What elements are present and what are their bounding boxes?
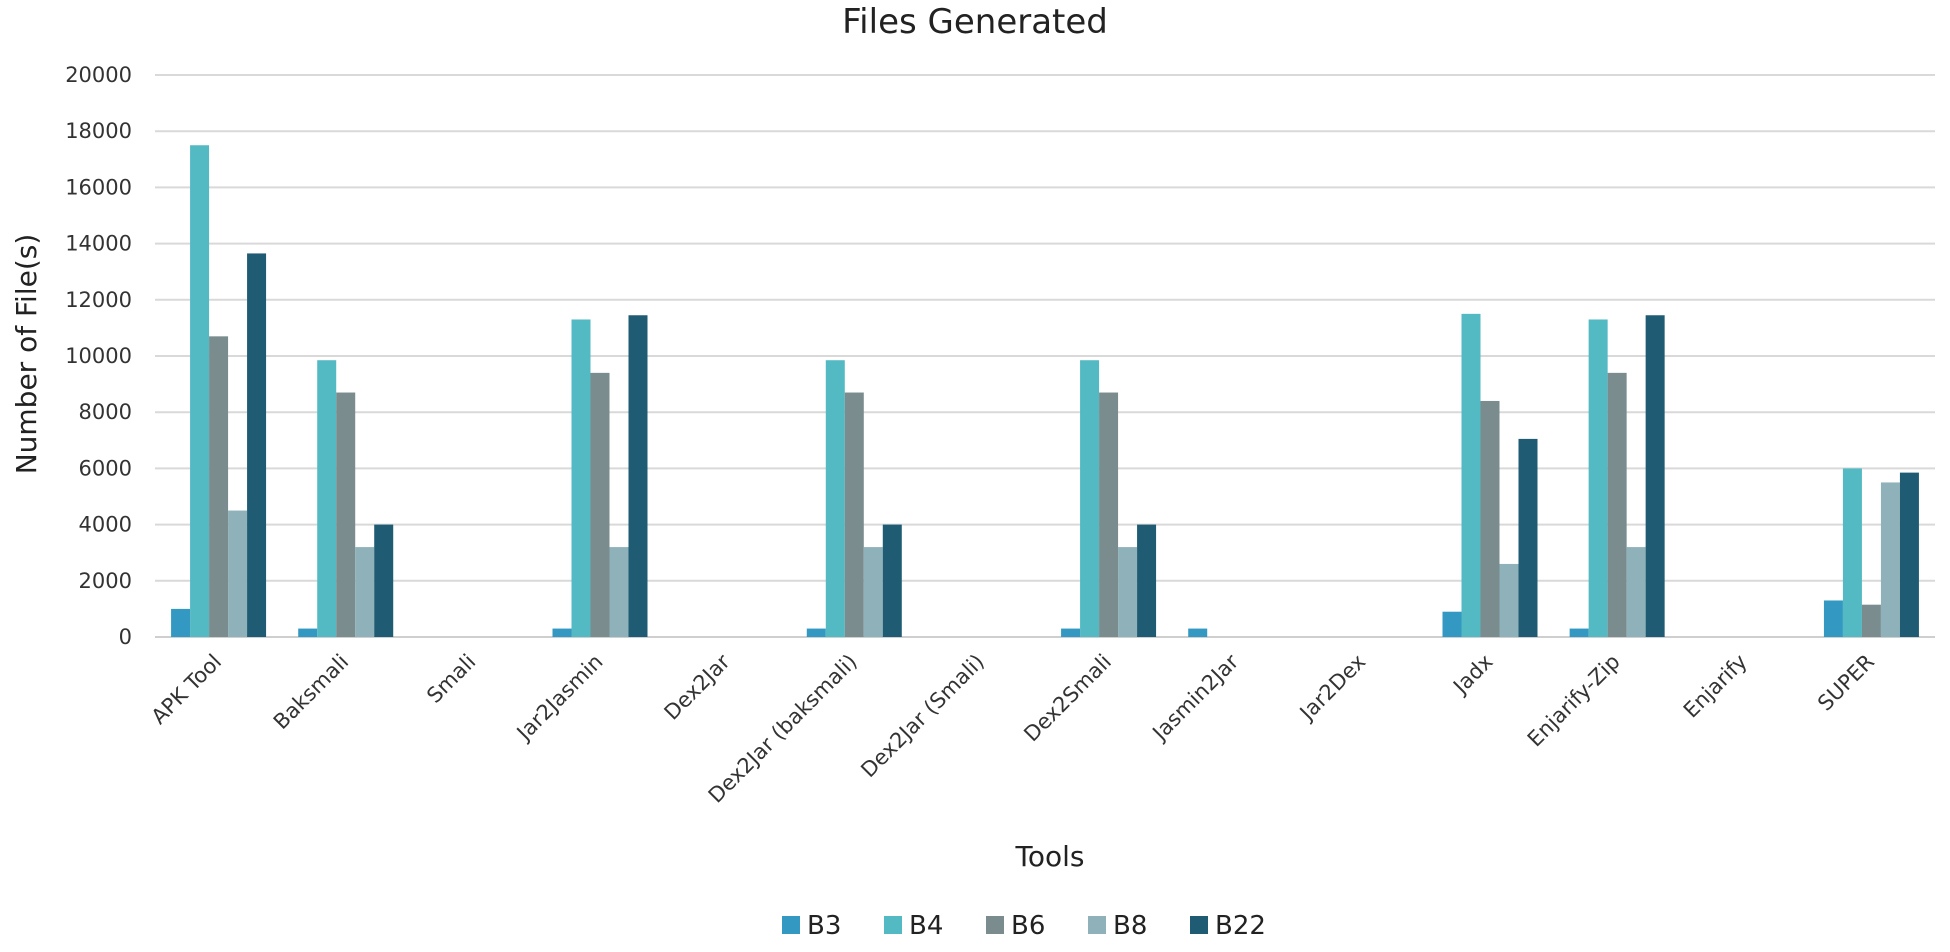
- bar-b3: [1188, 628, 1208, 637]
- bar-b8: [1118, 547, 1138, 637]
- y-tick-label: 4000: [79, 513, 132, 537]
- bar-b6: [844, 392, 864, 637]
- x-tick-label: Baksmali: [269, 650, 353, 734]
- bar-b8: [1499, 563, 1519, 637]
- legend-label: B8: [1113, 911, 1147, 941]
- bar-b22: [1518, 438, 1538, 637]
- y-tick-label: 6000: [79, 456, 132, 480]
- legend-label: B4: [909, 911, 943, 941]
- bar-b8: [355, 547, 375, 637]
- bar-b6: [1607, 372, 1627, 637]
- bar-b6: [336, 392, 356, 637]
- bar-b6: [590, 372, 610, 637]
- y-tick-label: 16000: [65, 175, 132, 199]
- bar-b6: [1099, 392, 1119, 637]
- x-tick-label: Jar2Dex: [1294, 650, 1371, 727]
- legend-swatch-b4: [884, 916, 902, 934]
- legend: B3 B4 B6 B8 B22: [782, 911, 1266, 941]
- x-tick-label: Dex2Jar: [660, 649, 735, 724]
- y-tick-label: 20000: [65, 63, 132, 87]
- x-tick-label: SUPER: [1813, 650, 1879, 716]
- bar-b3: [298, 628, 318, 637]
- y-tick-label: 10000: [65, 344, 132, 368]
- bar-b6: [1480, 400, 1500, 637]
- bar-b22: [374, 524, 394, 637]
- chart-title: Files Generated: [842, 2, 1108, 42]
- bar-b8: [863, 547, 883, 637]
- bar-b4: [317, 360, 337, 637]
- x-axis-title: Tools: [1015, 840, 1085, 873]
- y-axis-ticks: 0 2000 4000 6000 8000 10000 12000 14000 16000 180…: [65, 63, 132, 649]
- bar-b4: [1842, 468, 1862, 637]
- bar-b22: [247, 253, 267, 637]
- bar-b3: [1569, 628, 1589, 637]
- x-tick-label: Jar2Jasmin: [511, 650, 608, 747]
- x-tick-label: Jasmin2Jar: [1147, 649, 1244, 746]
- y-tick-label: 8000: [79, 400, 132, 424]
- bar-b22: [1899, 472, 1919, 637]
- bar-b8: [1626, 547, 1646, 637]
- bar-b4: [1588, 319, 1608, 637]
- bar-b3: [552, 628, 572, 637]
- bar-b22: [882, 524, 902, 637]
- legend-swatch-b22: [1190, 916, 1208, 934]
- legend-label: B3: [807, 911, 841, 941]
- x-tick-label: Enjarify-Zip: [1523, 650, 1625, 752]
- x-tick-label: Smali: [422, 650, 480, 708]
- legend-swatch-b8: [1088, 916, 1106, 934]
- y-tick-label: 18000: [65, 119, 132, 143]
- bar-b4: [190, 145, 210, 637]
- y-tick-label: 14000: [65, 232, 132, 256]
- bar-b4: [1080, 360, 1100, 637]
- x-tick-label: Dex2Smali: [1019, 650, 1116, 747]
- y-tick-label: 2000: [79, 569, 132, 593]
- bar-b22: [1645, 315, 1665, 637]
- bar-b3: [1823, 600, 1843, 637]
- bar-b4: [825, 360, 845, 637]
- bar-b3: [1061, 628, 1081, 637]
- x-tick-label: APK Tool: [147, 650, 226, 729]
- bar-b6: [1861, 604, 1881, 637]
- bar-b22: [1137, 524, 1157, 637]
- bar-b3: [806, 628, 826, 637]
- bar-b6: [209, 336, 229, 637]
- bar-b4: [1461, 313, 1481, 637]
- legend-label: B22: [1215, 911, 1266, 941]
- legend-swatch-b3: [782, 916, 800, 934]
- bar-b8: [228, 510, 248, 637]
- bar-b8: [609, 547, 629, 637]
- x-tick-label: Enjarify: [1679, 650, 1752, 723]
- x-tick-label: Dex2Jar (Smali): [856, 650, 989, 783]
- bar-b22: [628, 315, 648, 637]
- legend-swatch-b6: [986, 916, 1004, 934]
- y-axis-title: Number of File(s): [10, 234, 43, 475]
- y-tick-label: 0: [119, 625, 132, 649]
- gridlines: [155, 74, 1935, 638]
- legend-label: B6: [1011, 911, 1045, 941]
- bar-b3: [1442, 611, 1462, 637]
- x-tick-label: Jadx: [1447, 650, 1497, 700]
- bar-b8: [1880, 482, 1900, 637]
- y-tick-label: 12000: [65, 288, 132, 312]
- x-axis-labels: APK Tool Baksmali Smali Jar2Jasmin Dex2Jar De…: [147, 649, 1879, 807]
- bar-b3: [171, 608, 191, 637]
- bar-b4: [571, 319, 591, 637]
- bars: [171, 145, 1919, 637]
